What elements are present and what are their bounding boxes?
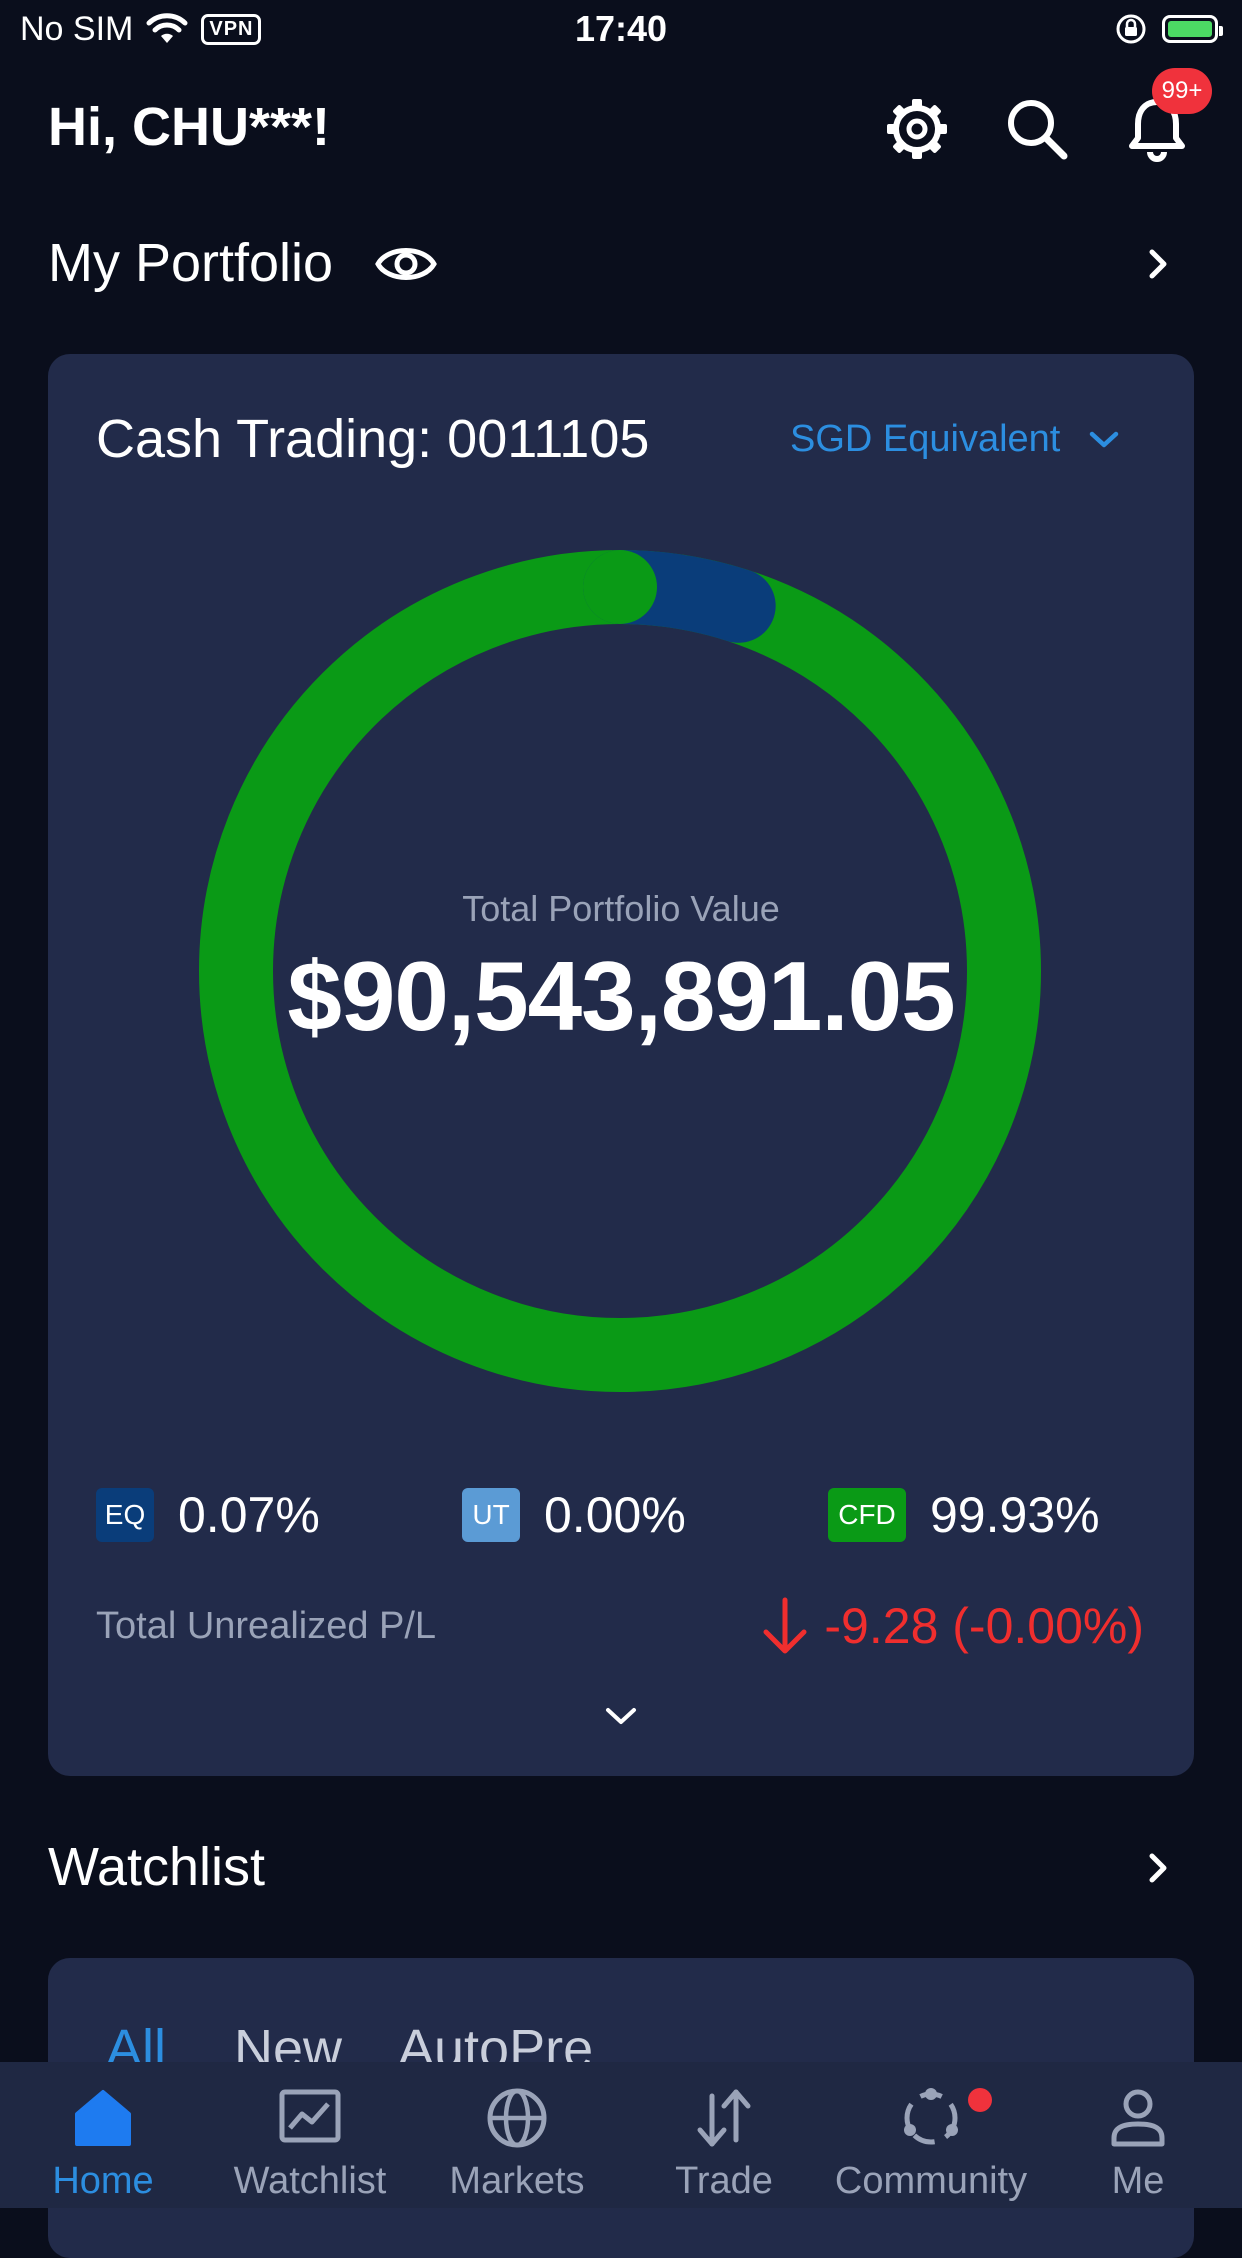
status-bar: No SIM VPN 17:40: [0, 0, 1242, 62]
watchlist-title: Watchlist: [48, 1837, 266, 1897]
eye-icon[interactable]: [374, 236, 438, 292]
ut-percent: 0.00%: [544, 1487, 686, 1543]
nav-home[interactable]: Home: [3, 2082, 203, 2203]
eq-percent: 0.07%: [178, 1487, 320, 1543]
person-icon: [1111, 2089, 1165, 2147]
nav-community-label: Community: [834, 2160, 1028, 2202]
portfolio-donut-chart: [199, 550, 1041, 1392]
battery-icon: [1162, 15, 1223, 43]
nav-community[interactable]: Community: [831, 2082, 1031, 2203]
cfd-percent: 99.93%: [930, 1487, 1100, 1543]
ut-tag: UT: [462, 1488, 520, 1542]
unrealized-pl-label: Total Unrealized P/L: [96, 1605, 437, 1647]
account-label: Cash Trading: 0011105: [96, 409, 650, 469]
portfolio-chevron-right-icon[interactable]: [1138, 244, 1178, 284]
status-time: 17:40: [574, 8, 668, 49]
carrier-label: No SIM: [20, 10, 134, 48]
nav-markets-label: Markets: [449, 2160, 585, 2202]
gear-icon[interactable]: [882, 94, 952, 164]
portfolio-title: My Portfolio: [48, 233, 334, 293]
home-icon: [75, 2090, 131, 2146]
watchlist-chevron-right-icon[interactable]: [1138, 1848, 1178, 1888]
unrealized-pl-text: -9.28 (-0.00%): [824, 1598, 1144, 1654]
chart-icon: [279, 2089, 341, 2143]
nav-trade[interactable]: Trade: [624, 2082, 824, 2203]
total-portfolio-label: Total Portfolio Value: [462, 888, 780, 929]
greeting: Hi, CHU***!: [48, 97, 331, 157]
eq-tag: EQ: [96, 1488, 154, 1542]
nav-home-label: Home: [52, 2160, 154, 2202]
nav-trade-label: Trade: [675, 2160, 773, 2202]
currency-selector-label: SGD Equivalent: [790, 418, 1061, 460]
donut-segment-cfd-cap: [583, 550, 657, 624]
unrealized-pl-value: -9.28 (-0.00%): [760, 1596, 1144, 1656]
vpn-badge: VPN: [201, 14, 262, 45]
search-icon[interactable]: [1002, 94, 1072, 164]
bottom-nav: [0, 2062, 1242, 2208]
globe-icon: [487, 2088, 547, 2148]
notification-badge: 99+: [1152, 68, 1212, 114]
arrow-down-icon: [763, 1597, 807, 1654]
expand-chevron-down-icon[interactable]: [600, 1700, 642, 1734]
cfd-tag: CFD: [828, 1488, 906, 1542]
total-portfolio-value: $90,543,891.05: [287, 941, 955, 1051]
allocation-eq: EQ 0.07%: [96, 1486, 320, 1544]
allocation-ut: UT 0.00%: [462, 1486, 686, 1544]
nav-me-label: Me: [1111, 2160, 1165, 2202]
nav-watchlist-label: Watchlist: [233, 2160, 387, 2202]
wifi-icon: [146, 12, 188, 43]
currency-selector[interactable]: SGD Equivalent: [790, 418, 1120, 461]
community-notification-dot: [968, 2088, 992, 2112]
trade-arrows-icon: [697, 2089, 751, 2147]
community-icon: [904, 2088, 958, 2145]
chevron-down-icon: [1090, 431, 1119, 447]
nav-watchlist[interactable]: Watchlist: [210, 2082, 410, 2203]
orientation-lock-icon: [1116, 14, 1146, 44]
allocation-cfd: CFD 99.93%: [828, 1486, 1100, 1544]
nav-markets[interactable]: Markets: [417, 2082, 617, 2203]
nav-me[interactable]: Me: [1038, 2082, 1238, 2203]
